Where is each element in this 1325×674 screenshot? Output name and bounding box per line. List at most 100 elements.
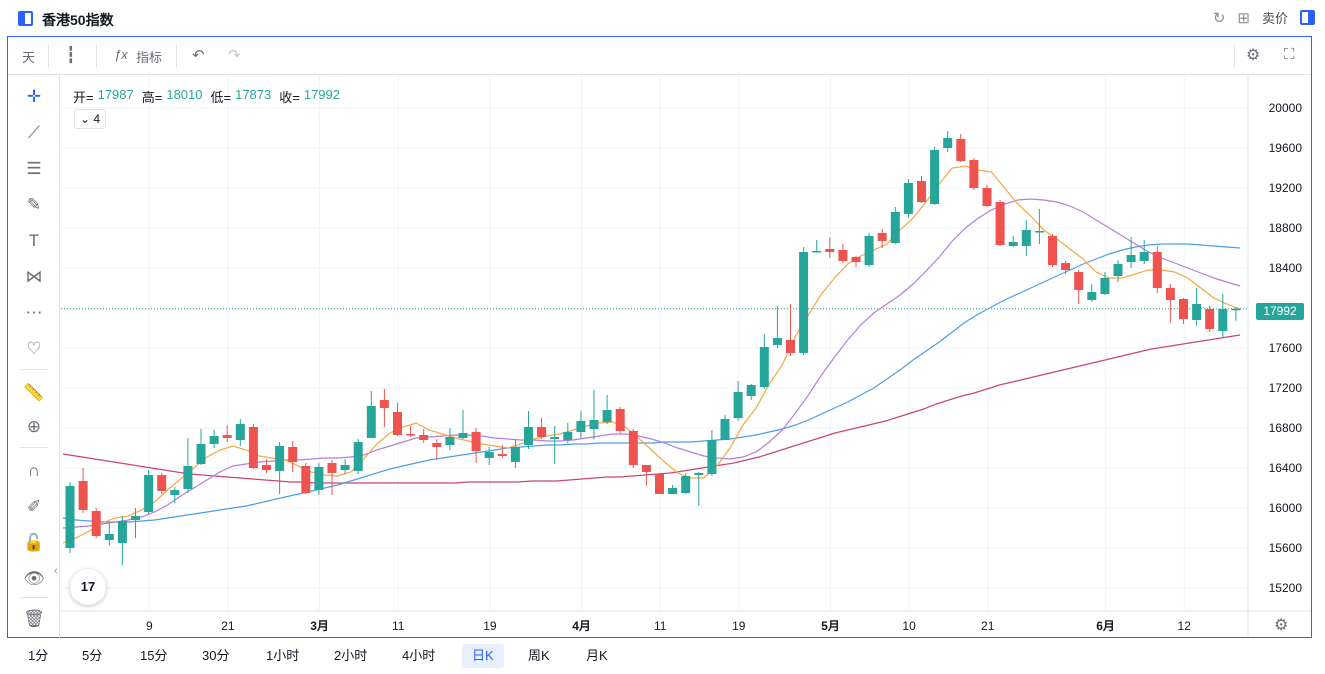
candle-body xyxy=(602,410,612,422)
indicator-count: 4 xyxy=(93,112,101,126)
zoom-in-icon[interactable]: ⊕ xyxy=(26,417,42,436)
candle-body xyxy=(406,434,416,436)
crosshair-icon[interactable]: ✛ xyxy=(26,87,42,106)
candle-body xyxy=(196,444,206,464)
timeframe-5[interactable]: 2小时 xyxy=(334,648,368,663)
eye-icon[interactable]: 👁 xyxy=(23,569,45,588)
candle-body xyxy=(903,183,913,214)
toolbar-divider xyxy=(96,45,97,67)
candle-body xyxy=(537,427,547,437)
heart-icon[interactable]: ♡ xyxy=(26,339,42,358)
candle-body xyxy=(235,424,245,440)
candle-body xyxy=(681,476,691,493)
candle-body xyxy=(1139,252,1149,261)
timeframe-4[interactable]: 1小时 xyxy=(266,648,300,663)
sell-price-button[interactable]: 卖价 xyxy=(1261,11,1288,26)
candle-body xyxy=(1205,309,1215,329)
candle-body xyxy=(340,465,350,470)
timeframe-9[interactable]: 月K xyxy=(586,648,608,663)
timeframe-1[interactable]: 5分 xyxy=(82,648,103,663)
indicator-toggle[interactable]: ⌄ 4 xyxy=(74,109,106,129)
candle-body xyxy=(707,440,717,474)
magnet-icon[interactable]: ∩ xyxy=(27,461,41,480)
ma10-line xyxy=(62,198,1241,529)
candle-body xyxy=(943,138,953,148)
price-tick-label: 16800 xyxy=(1269,421,1303,435)
last-price-tag: 17992 xyxy=(1256,303,1304,320)
high-label: 高= xyxy=(141,90,163,105)
candle-body xyxy=(615,409,625,431)
candles-icon[interactable]: ┇ xyxy=(66,47,76,64)
timeframe-7[interactable]: 日K xyxy=(462,644,504,668)
candle-body xyxy=(982,188,992,206)
candle-body xyxy=(288,447,298,462)
page-title: 香港50指数 xyxy=(42,12,114,28)
candle-body xyxy=(1021,230,1031,246)
price-chart[interactable]: 1520015600160001640016800172001760018000… xyxy=(8,37,1311,637)
tradingview-logo[interactable]: 17 xyxy=(70,569,106,605)
candle-body xyxy=(458,433,468,438)
ma30-line xyxy=(62,243,1241,523)
toolbar-divider xyxy=(48,45,49,67)
candle-body xyxy=(327,463,337,473)
candle-body xyxy=(314,467,324,490)
grid-icon[interactable]: ⊞ xyxy=(1237,9,1250,27)
timeframe-6[interactable]: 4小时 xyxy=(402,648,436,663)
candle-body xyxy=(628,431,638,465)
candle-body xyxy=(1218,309,1228,331)
undo-icon[interactable]: ↶ xyxy=(192,47,205,64)
date-tick-label: 6月 xyxy=(1096,619,1115,633)
sidebar-divider xyxy=(20,447,48,448)
candle-body xyxy=(1165,288,1175,300)
candle-body xyxy=(157,475,167,491)
candle-body xyxy=(353,442,363,471)
fib-icon[interactable]: ☰ xyxy=(26,159,42,178)
refresh-icon[interactable]: ↻ xyxy=(1212,9,1226,27)
forecast-icon[interactable]: ⋯ xyxy=(25,303,43,322)
candle-body xyxy=(812,251,822,253)
candle-body xyxy=(1152,252,1162,288)
candle-body xyxy=(589,420,599,429)
trash-icon[interactable]: 🗑 xyxy=(23,609,45,628)
date-tick-label: 3月 xyxy=(310,619,329,633)
candle-body xyxy=(746,385,756,396)
toolbar-divider xyxy=(1234,45,1235,67)
timeframe-0[interactable]: 1分 xyxy=(28,648,49,663)
pattern-icon[interactable]: ⋈ xyxy=(25,267,43,286)
low-label: 低= xyxy=(210,90,232,105)
redo-icon[interactable]: ↷ xyxy=(228,47,241,64)
candle-body xyxy=(275,446,285,471)
indicators-button[interactable]: 指标 xyxy=(136,50,163,65)
lock-icon[interactable]: 🔓 xyxy=(23,533,45,552)
text-icon[interactable]: T xyxy=(28,231,40,250)
timeframe-bar: 1分 5分 15分 30分 1小时 2小时 4小时 日K 周K 月K xyxy=(0,638,1325,674)
close-label: 收= xyxy=(279,90,300,105)
gear-icon[interactable]: ⚙ xyxy=(1246,47,1261,64)
fullscreen-icon[interactable]: ⛶ xyxy=(1284,46,1295,63)
candle-body xyxy=(1192,304,1202,320)
candle-body xyxy=(786,340,795,353)
interval-button[interactable]: 天 xyxy=(22,50,36,65)
candle-body xyxy=(864,236,874,265)
axis-settings-icon[interactable]: ⚙ xyxy=(1274,617,1289,634)
candle-body xyxy=(838,250,848,261)
timeframe-2[interactable]: 15分 xyxy=(140,648,168,663)
ruler-icon[interactable]: 📏 xyxy=(23,383,45,402)
date-tick-label: 21 xyxy=(981,619,995,633)
timeframe-8[interactable]: 周K xyxy=(528,648,550,663)
brush-icon[interactable]: ✎ xyxy=(26,195,42,214)
lock-pencil-icon[interactable]: ✐ xyxy=(26,497,42,516)
price-tick-label: 17200 xyxy=(1269,381,1303,395)
timeframe-3[interactable]: 30分 xyxy=(202,648,230,663)
panel-toggle-icon[interactable] xyxy=(1300,10,1315,25)
panel-icon xyxy=(18,11,33,26)
date-tick-label: 9 xyxy=(146,619,153,633)
candle-body xyxy=(772,338,782,345)
fx-icon[interactable]: ƒx xyxy=(114,47,128,62)
candle-body xyxy=(877,233,887,241)
collapse-arrow-icon[interactable]: ‹ xyxy=(54,565,58,577)
candle-body xyxy=(550,437,560,439)
trend-line-icon[interactable]: ⟋ xyxy=(28,123,40,142)
candle-body xyxy=(144,475,154,512)
candle-body xyxy=(393,412,402,435)
